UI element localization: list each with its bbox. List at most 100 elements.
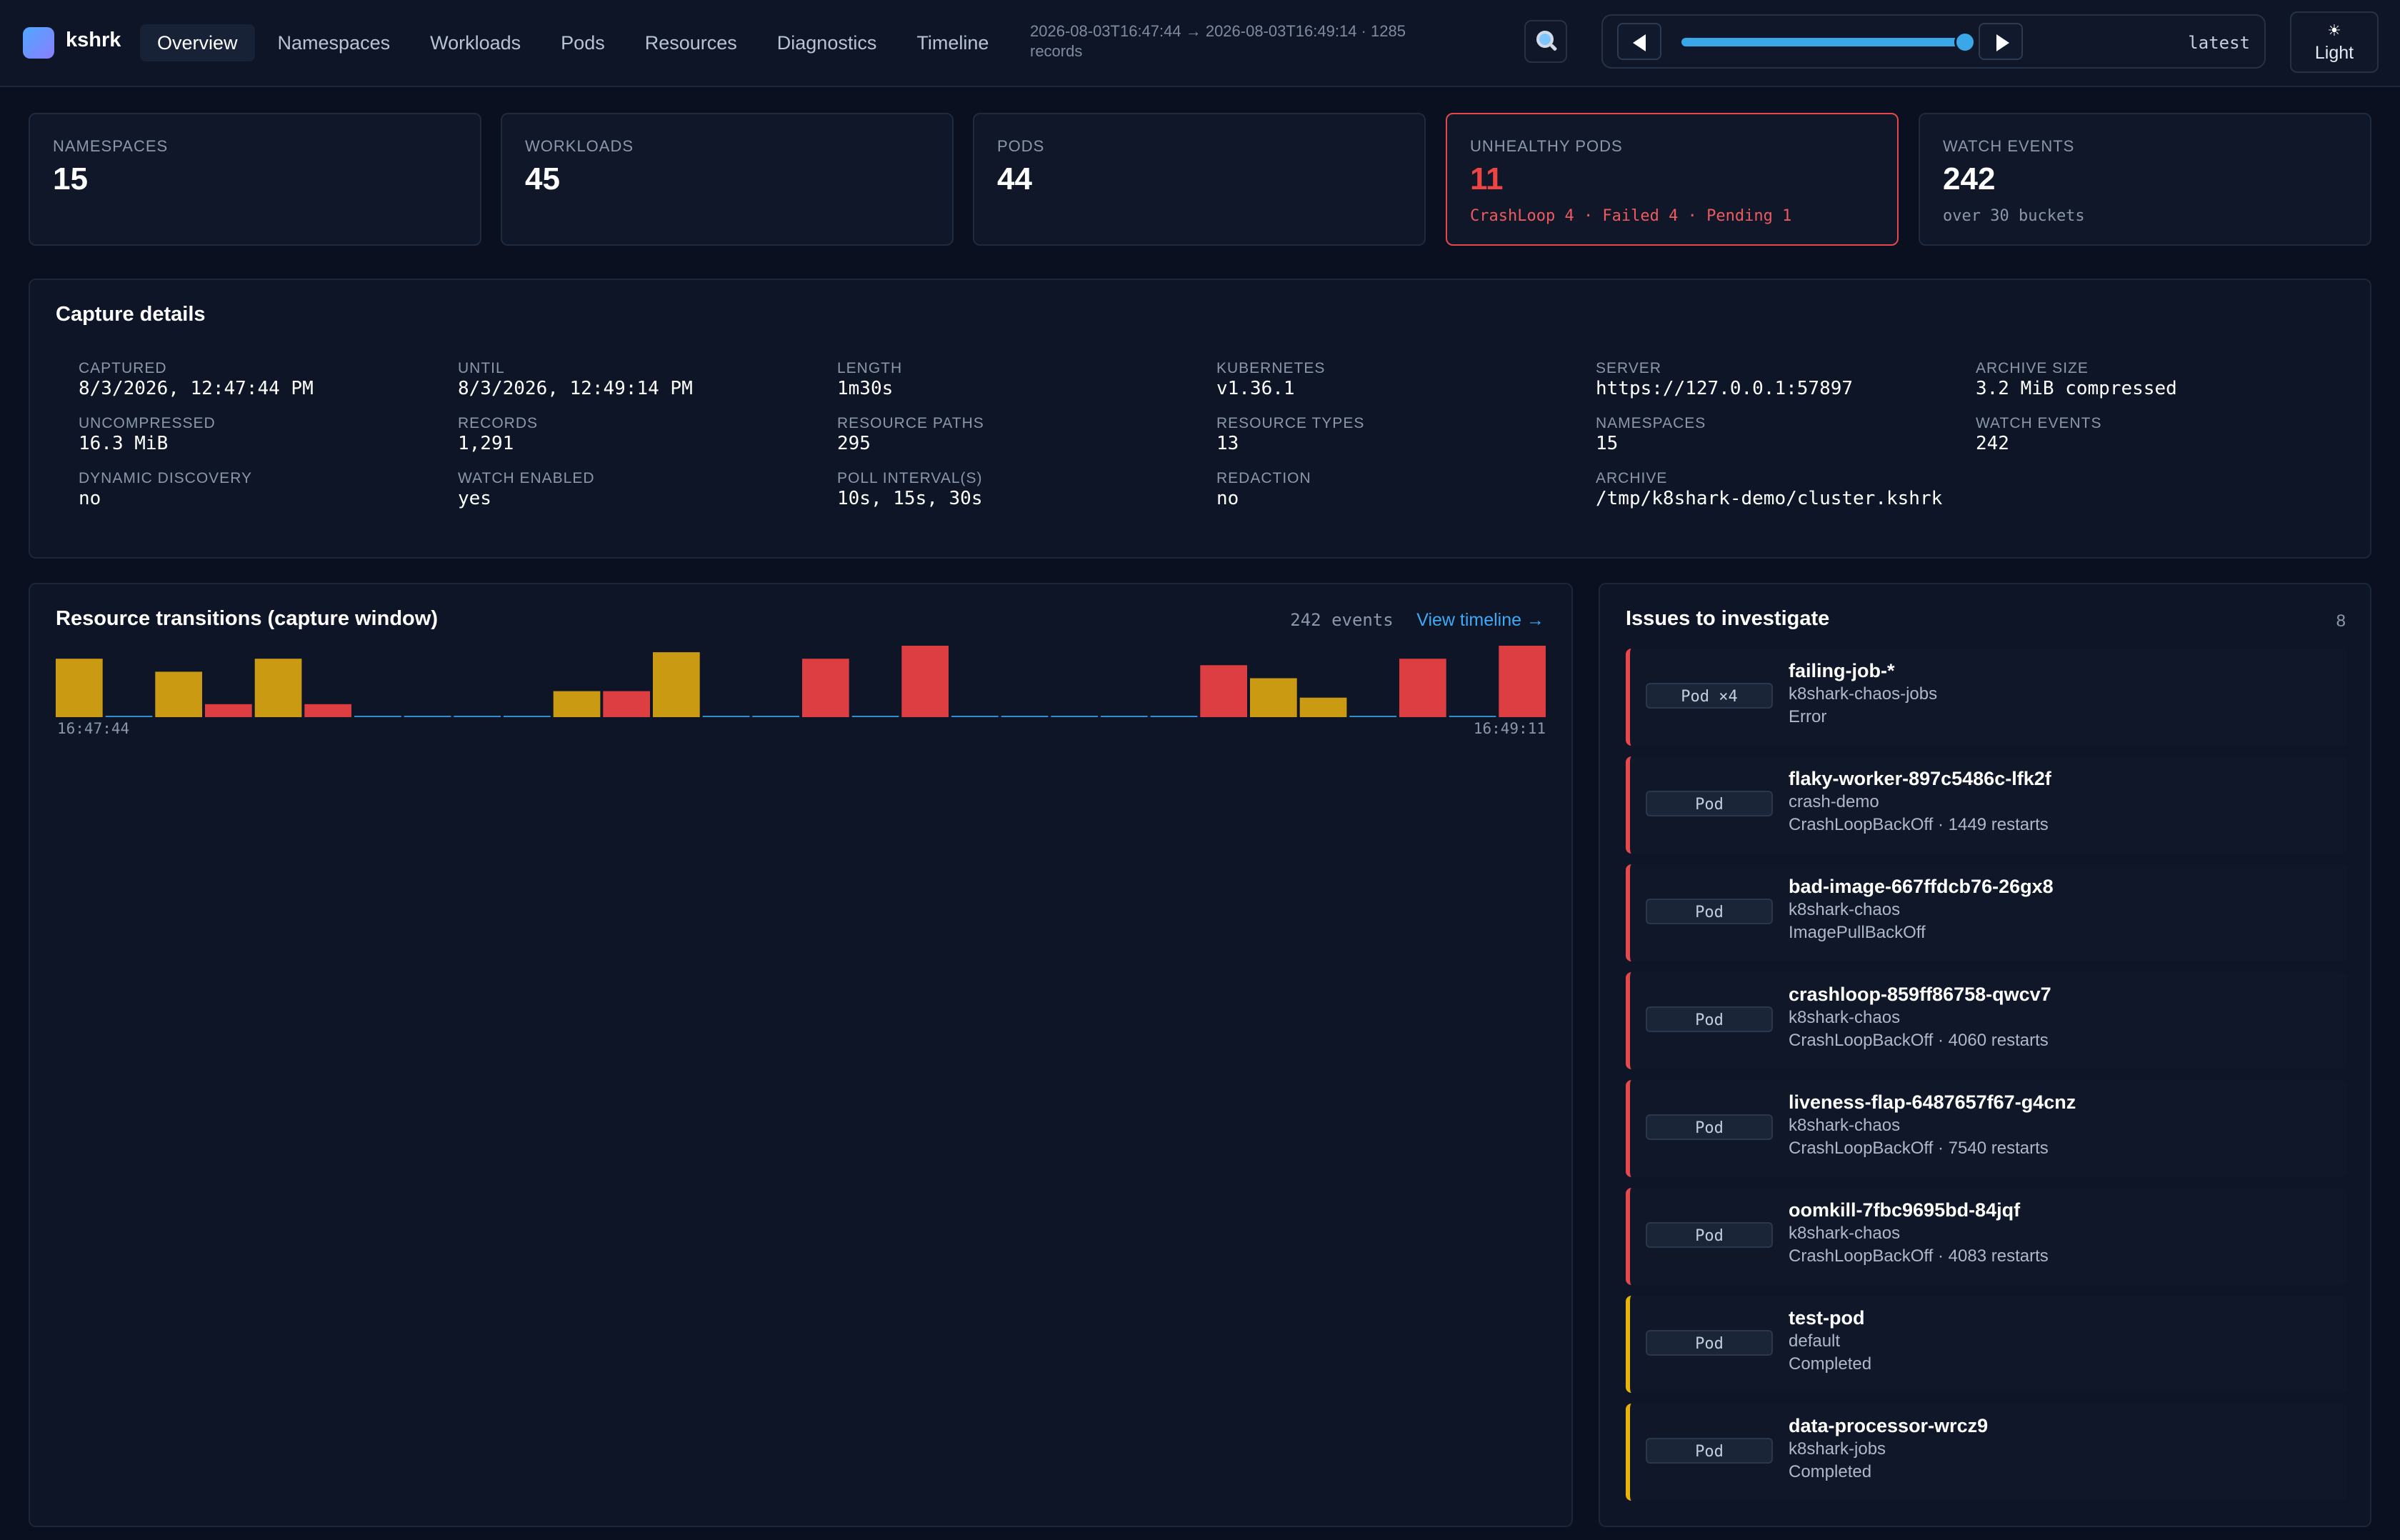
stat-card-watch-events[interactable]: WATCH EVENTS 242 over 30 buckets: [1919, 113, 2371, 246]
kind-badge: Pod: [1646, 899, 1773, 924]
transition-bar[interactable]: [603, 691, 650, 717]
transition-bar[interactable]: [1449, 716, 1496, 717]
transition-bar[interactable]: [702, 716, 750, 717]
stat-sub: over 30 buckets: [1943, 207, 2085, 225]
issue-item[interactable]: Pod ×4 failing-job-* k8shark-chaos-jobs …: [1626, 649, 2347, 746]
detail-label: SERVER: [1596, 360, 1661, 376]
issue-namespace: k8shark-chaos-jobs: [1789, 684, 1938, 704]
detail-archive-size: ARCHIVE SIZE 3.2 MiB compressed: [1976, 360, 2347, 400]
detail-value: 16.3 MiB: [79, 433, 169, 454]
transition-bar[interactable]: [951, 716, 999, 717]
detail-value: 242: [1976, 433, 2009, 454]
transition-bar[interactable]: [404, 716, 451, 717]
transition-bar[interactable]: [1250, 678, 1297, 718]
detail-label: NAMESPACES: [1596, 415, 1706, 431]
kind-badge: Pod ×4: [1646, 683, 1773, 709]
transition-bar[interactable]: [1299, 697, 1347, 717]
transition-bar[interactable]: [851, 716, 899, 717]
issue-item[interactable]: Pod liveness-flap-6487657f67-g4cnz k8sha…: [1626, 1080, 2347, 1177]
detail-uncompressed: UNCOMPRESSED 16.3 MiB: [79, 415, 450, 455]
transition-bar[interactable]: [553, 691, 601, 717]
detail-value: 10s, 15s, 30s: [837, 488, 983, 509]
issue-reason: CrashLoopBackOff · 1449 restarts: [1789, 815, 2049, 834]
nav-pods[interactable]: Pods: [561, 32, 605, 54]
issue-namespace: default: [1789, 1331, 1841, 1351]
nav-workloads[interactable]: Workloads: [430, 32, 521, 54]
detail-value: 3.2 MiB compressed: [1976, 378, 2177, 399]
stat-value: 242: [1943, 161, 1996, 196]
issue-item[interactable]: Pod data-processor-wrcz9 k8shark-jobs Co…: [1626, 1404, 2347, 1501]
nav-diagnostics[interactable]: Diagnostics: [776, 32, 877, 54]
detail-value: v1.36.1: [1216, 378, 1295, 399]
transition-bar[interactable]: [205, 704, 252, 717]
view-timeline-link[interactable]: View timeline →: [1416, 610, 1544, 630]
step-back-icon: [1633, 34, 1646, 51]
theme-toggle-button[interactable]: ☀ Light: [2290, 11, 2379, 73]
transition-bar[interactable]: [1150, 716, 1198, 717]
issue-namespace: k8shark-chaos: [1789, 900, 1901, 919]
detail-label: CAPTURED: [79, 360, 167, 376]
stat-value: 11: [1470, 161, 1504, 196]
issue-item[interactable]: Pod test-pod default Completed: [1626, 1296, 2347, 1393]
transition-bar[interactable]: [304, 704, 351, 717]
transition-bar[interactable]: [752, 716, 799, 717]
detail-label: UNCOMPRESSED: [79, 415, 216, 431]
nav-resources[interactable]: Resources: [644, 32, 737, 54]
issue-namespace: k8shark-chaos: [1789, 1008, 1901, 1027]
transition-bar[interactable]: [802, 659, 849, 717]
play-button[interactable]: [1979, 23, 2023, 60]
transition-bar[interactable]: [1200, 665, 1247, 717]
transition-bar[interactable]: [504, 716, 551, 717]
nav-timeline[interactable]: Timeline: [916, 32, 989, 54]
detail-label: ARCHIVE SIZE: [1976, 360, 2089, 376]
detail-label: UNTIL: [458, 360, 505, 376]
timeline-slider-track[interactable]: [1681, 38, 1966, 46]
stat-card-unhealthy-pods[interactable]: UNHEALTHY PODS 11 CrashLoop 4 · Failed 4…: [1446, 113, 1899, 246]
issues-title: Issues to investigate: [1626, 607, 1830, 630]
transition-bar[interactable]: [454, 716, 501, 717]
step-back-button[interactable]: [1617, 23, 1661, 60]
transition-bar[interactable]: [56, 659, 103, 717]
x-axis-end-label: 16:49:11: [1473, 720, 1546, 737]
issue-reason: CrashLoopBackOff · 7540 restarts: [1789, 1139, 2049, 1158]
capture-details-title: Capture details: [56, 303, 206, 326]
transition-bar[interactable]: [1101, 716, 1148, 717]
detail-redaction: REDACTION no: [1216, 470, 1588, 510]
transition-bar[interactable]: [1051, 716, 1098, 717]
detail-length: LENGTH 1m30s: [837, 360, 1209, 400]
kind-badge: Pod: [1646, 1006, 1773, 1032]
transition-bar[interactable]: [1001, 716, 1049, 717]
transition-bar[interactable]: [354, 716, 401, 717]
x-axis-start-label: 16:47:44: [57, 720, 130, 737]
top-bar: kshrk Overview Namespaces Workloads Pods…: [0, 0, 2400, 87]
transition-bar[interactable]: [1399, 659, 1446, 717]
detail-resource-types: RESOURCE TYPES 13: [1216, 415, 1588, 455]
issue-item[interactable]: Pod oomkill-7fbc9695bd-84jqf k8shark-cha…: [1626, 1188, 2347, 1285]
detail-label: RESOURCE PATHS: [837, 415, 984, 431]
transition-bar[interactable]: [1349, 716, 1396, 717]
detail-value: 13: [1216, 433, 1239, 454]
stat-card-pods[interactable]: PODS 44: [973, 113, 1426, 246]
capture-range-line-2: records: [1030, 42, 1083, 60]
transition-bar[interactable]: [653, 652, 700, 717]
stat-card-namespaces[interactable]: NAMESPACES 15: [29, 113, 481, 246]
transition-bar[interactable]: [155, 671, 202, 717]
detail-value: /tmp/k8shark-demo/cluster.kshrk: [1596, 488, 1943, 509]
timeline-slider-thumb[interactable]: [1954, 31, 1976, 53]
detail-records: RECORDS 1,291: [458, 415, 829, 455]
detail-value: yes: [458, 488, 491, 509]
transition-bar[interactable]: [1499, 646, 1546, 717]
transition-bar[interactable]: [105, 716, 153, 717]
detail-label: POLL INTERVAL(S): [837, 470, 983, 486]
issue-namespace: crash-demo: [1789, 792, 1879, 811]
nav-overview[interactable]: Overview: [140, 24, 255, 61]
transition-bar[interactable]: [254, 659, 302, 717]
stat-card-workloads[interactable]: WORKLOADS 45: [501, 113, 954, 246]
search-button[interactable]: [1524, 20, 1567, 63]
issue-item[interactable]: Pod crashloop-859ff86758-qwcv7 k8shark-c…: [1626, 972, 2347, 1069]
issue-item[interactable]: Pod flaky-worker-897c5486c-lfk2f crash-d…: [1626, 756, 2347, 854]
transition-bar[interactable]: [901, 646, 949, 717]
detail-kubernetes: KUBERNETES v1.36.1: [1216, 360, 1588, 400]
issue-item[interactable]: Pod bad-image-667ffdcb76-26gx8 k8shark-c…: [1626, 864, 2347, 961]
nav-namespaces[interactable]: Namespaces: [277, 32, 391, 54]
